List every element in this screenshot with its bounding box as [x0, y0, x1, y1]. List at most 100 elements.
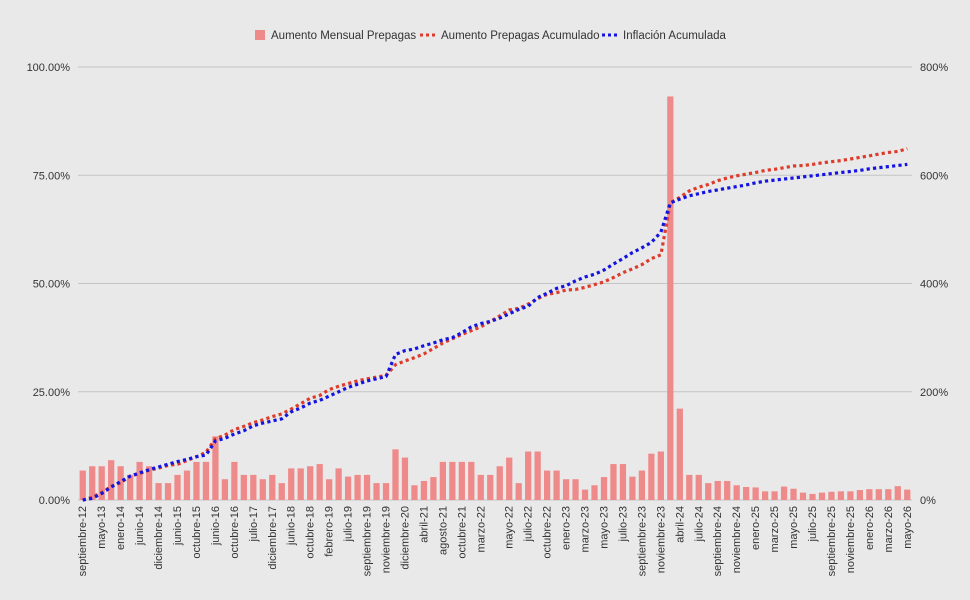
bar	[534, 451, 541, 500]
bar	[705, 483, 712, 500]
bar	[875, 489, 882, 500]
bar	[600, 477, 608, 500]
bar	[799, 492, 807, 500]
bar	[117, 466, 124, 500]
bar	[449, 461, 456, 500]
x-axis-tick-label: diciembre-17	[267, 506, 279, 570]
bar	[543, 470, 551, 500]
left-axis-tick-label: 50.00%	[33, 279, 71, 291]
bar	[240, 474, 247, 500]
x-axis-tick-label: octubre-18	[305, 506, 317, 559]
x-axis-tick-label: enero-25	[750, 506, 762, 550]
bar	[572, 479, 579, 500]
x-axis-tick-label: octubre-15	[191, 506, 203, 559]
right-axis-tick-label: 800%	[920, 62, 948, 74]
x-axis-tick-label: marzo-22	[475, 506, 487, 552]
bar	[487, 474, 494, 500]
bar	[392, 449, 399, 500]
bar	[326, 479, 333, 500]
bar-series	[79, 96, 911, 500]
x-axis-tick-label: julio-19	[343, 506, 355, 542]
bar	[259, 479, 266, 500]
bar	[212, 436, 219, 500]
left-axis-tick-label: 0.00%	[39, 495, 70, 507]
bar	[752, 487, 759, 500]
bar	[278, 483, 285, 500]
bar	[885, 489, 892, 500]
right-axis-tick-label: 600%	[920, 170, 948, 182]
legend-label-inflacion-acumulada: Inflación Acumulada	[623, 30, 727, 42]
bar	[648, 453, 655, 500]
bar	[373, 483, 380, 500]
bar	[363, 474, 371, 500]
left-axis-tick-label: 75.00%	[33, 170, 71, 182]
bar	[401, 457, 409, 500]
bar	[619, 464, 627, 500]
x-axis-tick-label: julio-23	[617, 506, 629, 542]
bar	[316, 464, 323, 500]
bar	[638, 470, 646, 500]
bar	[250, 474, 257, 500]
bar	[344, 476, 352, 500]
bar	[174, 474, 181, 500]
bar	[847, 491, 854, 500]
bar	[809, 493, 816, 500]
bar	[733, 485, 740, 500]
bar	[136, 461, 143, 500]
bar	[79, 470, 86, 500]
x-axis-tick-label: octubre-16	[229, 506, 241, 559]
bar	[667, 96, 674, 500]
bar	[155, 483, 162, 500]
x-axis-tick-label: julio-17	[248, 506, 260, 542]
bar	[164, 483, 172, 500]
bar	[657, 451, 664, 500]
x-axis-tick-label: mayo-23	[598, 506, 610, 549]
left-axis-tick-label: 25.00%	[33, 387, 71, 399]
bar	[724, 480, 731, 500]
x-axis-tick-label: mayo-26	[902, 506, 914, 549]
legend: Aumento Mensual Prepagas Aumento Prepaga…	[255, 30, 727, 42]
x-axis-tick-label: octubre-22	[542, 506, 554, 559]
bar	[354, 474, 361, 500]
bar	[430, 477, 437, 500]
bar	[231, 461, 238, 500]
bar	[221, 479, 229, 500]
bar	[866, 489, 873, 500]
bar	[89, 466, 96, 500]
bar	[382, 483, 390, 500]
bar	[714, 480, 721, 500]
bar	[411, 485, 418, 500]
x-axis-tick-label: octubre-21	[456, 506, 468, 559]
bar	[307, 466, 314, 500]
line-series	[82, 147, 908, 502]
bar	[856, 490, 864, 500]
bar	[496, 466, 503, 500]
bar	[553, 470, 560, 500]
right-axis-tick-label: 400%	[920, 279, 948, 291]
bar	[477, 474, 484, 500]
bar	[183, 470, 191, 500]
bar	[894, 486, 901, 500]
x-axis-tick-label: marzo-25	[769, 506, 781, 552]
bar	[771, 491, 778, 500]
bar	[904, 489, 911, 500]
bar	[695, 474, 702, 500]
legend-label-prepagas-acumulado: Aumento Prepagas Acumulado	[441, 30, 600, 42]
x-axis-tick-label: marzo-23	[580, 506, 592, 552]
right-axis-tick-label: 200%	[920, 387, 948, 399]
x-axis-tick-label: noviembre-24	[731, 506, 743, 573]
x-axis-tick-label: diciembre-14	[153, 506, 165, 570]
bar	[145, 466, 153, 500]
x-axis-tick-label: septiembre-12	[77, 506, 89, 576]
x-axis-tick-label: julio-25	[807, 506, 819, 542]
bar	[818, 492, 826, 500]
x-axis-tick-label: mayo-22	[504, 506, 516, 549]
bar	[837, 491, 845, 500]
left-axis-tick-label: 100.00%	[27, 62, 71, 74]
x-axis-tick-label: febrero-19	[324, 506, 336, 557]
bar	[335, 468, 342, 500]
bar	[506, 457, 513, 500]
bar	[439, 461, 447, 500]
x-axis-tick-label: julio-24	[693, 506, 705, 542]
